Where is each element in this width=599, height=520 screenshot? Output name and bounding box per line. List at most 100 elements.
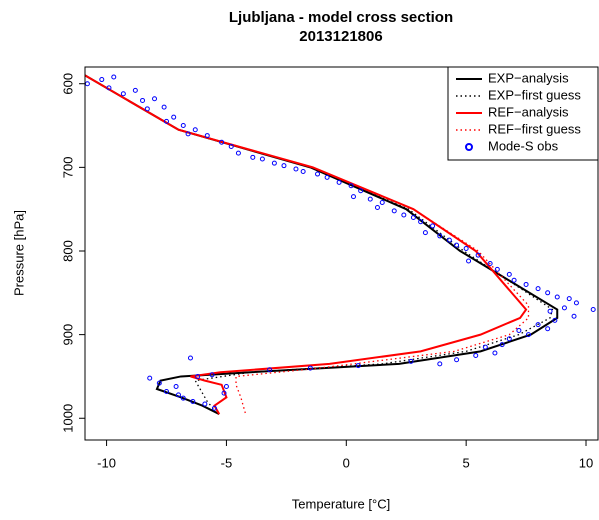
obs-point	[571, 313, 577, 319]
obs-point	[547, 308, 553, 314]
obs-point	[281, 163, 287, 169]
obs-point	[307, 365, 313, 371]
y-tick-label: 1000	[60, 404, 75, 433]
obs-point	[535, 322, 541, 328]
obs-point	[190, 399, 196, 405]
obs-point	[132, 87, 138, 93]
legend-marker	[465, 143, 473, 151]
obs-point	[482, 344, 488, 350]
x-axis-label: Temperature [°C]	[292, 496, 390, 511]
obs-point	[545, 290, 551, 296]
obs-point	[221, 390, 227, 396]
legend-label: EXP−analysis	[488, 70, 569, 85]
y-tick-label: 600	[60, 73, 75, 95]
obs-point	[209, 372, 215, 378]
x-tick-label: 0	[343, 455, 350, 470]
obs-point	[355, 363, 361, 369]
obs-point	[293, 166, 299, 172]
obs-point	[147, 375, 153, 381]
obs-point	[120, 91, 126, 97]
obs-point	[324, 174, 330, 180]
obs-point	[350, 194, 356, 200]
obs-point	[446, 237, 452, 243]
obs-point	[111, 74, 117, 80]
obs-point	[566, 296, 572, 302]
obs-point	[523, 281, 529, 287]
y-tick-label: 800	[60, 240, 75, 262]
obs-point	[552, 317, 558, 323]
obs-point	[228, 143, 234, 149]
obs-point	[152, 96, 158, 102]
obs-point	[271, 160, 277, 166]
obs-point	[422, 230, 428, 236]
obs-point	[554, 294, 560, 300]
obs-point	[463, 245, 469, 251]
obs-point	[99, 77, 105, 83]
obs-point	[391, 208, 397, 214]
legend-label: EXP−first guess	[488, 87, 581, 102]
x-tick-label: -10	[97, 455, 116, 470]
obs-point	[408, 358, 414, 364]
obs-point	[379, 199, 385, 205]
obs-point	[250, 154, 256, 160]
obs-point	[235, 150, 241, 156]
obs-point	[164, 388, 170, 394]
y-tick-label: 900	[60, 324, 75, 346]
obs-point	[358, 188, 364, 194]
obs-point	[195, 373, 201, 379]
obs-point	[175, 392, 181, 398]
obs-point	[401, 212, 407, 218]
obs-point	[300, 169, 306, 175]
obs-point	[590, 307, 596, 313]
obs-point	[573, 300, 579, 306]
obs-point	[171, 114, 177, 120]
obs-point	[466, 258, 472, 264]
obs-point	[211, 405, 217, 411]
obs-point	[156, 380, 162, 386]
plot-area	[85, 74, 596, 415]
obs-point	[437, 361, 443, 367]
legend-label: Mode-S obs	[488, 138, 559, 153]
obs-point	[374, 205, 380, 211]
obs-point	[202, 401, 208, 407]
series-line	[85, 74, 530, 415]
x-tick-label: -5	[221, 455, 233, 470]
plot-frame	[84, 66, 599, 441]
obs-point	[545, 326, 551, 332]
obs-point	[140, 97, 146, 103]
obs-point	[348, 183, 354, 189]
x-tick-label: 10	[579, 455, 593, 470]
chart-subtitle: 2013121806	[299, 28, 382, 45]
x-tick-label: 5	[463, 455, 470, 470]
obs-point	[506, 336, 512, 342]
obs-point	[161, 104, 167, 110]
obs-point	[454, 357, 460, 363]
chart-title: Ljubljana - model cross section	[229, 9, 453, 26]
obs-point	[494, 266, 500, 272]
legend-label: REF−analysis	[488, 104, 569, 119]
obs-point	[164, 118, 170, 124]
obs-point	[204, 133, 210, 139]
obs-point	[492, 350, 498, 356]
obs-point	[454, 242, 460, 248]
obs-point	[192, 127, 198, 133]
obs-point	[315, 171, 321, 177]
obs-point	[511, 277, 517, 283]
obs-point	[418, 219, 424, 225]
obs-point	[267, 367, 273, 373]
obs-point	[506, 271, 512, 277]
obs-point	[106, 85, 112, 91]
obs-point	[336, 179, 342, 185]
obs-point	[487, 261, 493, 267]
obs-point	[187, 355, 193, 361]
obs-point	[475, 252, 481, 258]
obs-point	[430, 223, 436, 229]
obs-point	[535, 286, 541, 292]
obs-point	[561, 305, 567, 311]
obs-point	[437, 233, 443, 239]
obs-point	[144, 106, 150, 112]
obs-point	[173, 383, 179, 389]
obs-point	[259, 156, 265, 162]
